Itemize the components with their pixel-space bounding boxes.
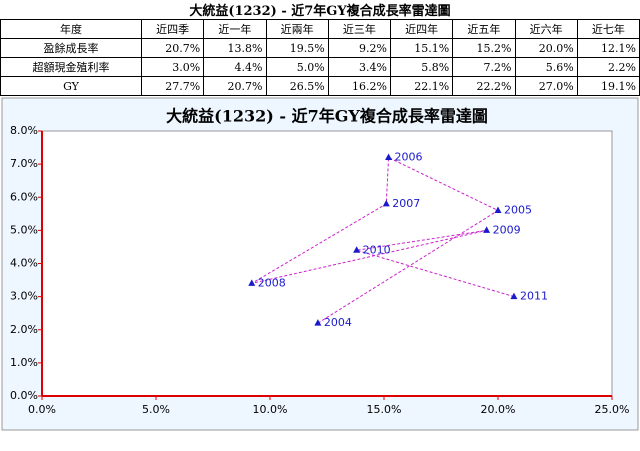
table-row: 盈餘成長率 20.7% 13.8% 19.5% 9.2% 15.1% 15.2% 20.0% 1… (0, 38, 640, 58)
table-row: GY 27.7% 20.7% 26.5% 16.2% 22.1% 22.2% 27.0% 19.… (0, 76, 640, 96)
x-tick-label: 15.0% (367, 403, 402, 416)
point (385, 153, 393, 160)
table-cell: 16.2% (327, 76, 392, 96)
x-tick-label: 10.0% (253, 403, 288, 416)
y-tick-label: 4.0% (10, 257, 38, 270)
point-label: 2011 (520, 290, 548, 303)
table-cell: 3.4% (327, 57, 392, 77)
table-cell: 近六年 (514, 19, 578, 39)
y-tick-label: 2.0% (10, 323, 38, 336)
x-tick-label: 25.0% (595, 403, 630, 416)
table-cell: 22.2% (452, 76, 516, 96)
table-cell: 3.0% (140, 57, 205, 77)
x-tick-label: 5.0% (142, 403, 170, 416)
table-cell: 19.1% (576, 76, 640, 96)
y-tick-label: 6.0% (10, 190, 38, 203)
point (314, 319, 322, 326)
point-label: 2004 (324, 316, 352, 329)
y-tick-label: 5.0% (10, 223, 38, 236)
table-cell: 15.1% (389, 38, 454, 58)
table-row: 大統益(1232) - 近7年GY複合成長率雷達圖 (1, 0, 640, 20)
point-label: 2010 (363, 243, 391, 256)
point-label: 2009 (493, 223, 521, 236)
point (248, 279, 256, 286)
point (510, 292, 518, 300)
plot-area (41, 130, 613, 397)
table-cell: 近四季 (140, 19, 205, 39)
point (494, 206, 502, 213)
point (483, 226, 491, 233)
x-tick-label: 0.0% (28, 403, 56, 416)
y-tick-label: 8.0% (10, 124, 38, 137)
point (353, 246, 361, 253)
point-label: 2006 (395, 151, 423, 164)
y-tick-label: 3.0% (10, 290, 38, 303)
y-tick-label: 0.0% (10, 389, 38, 402)
point-label: 2008 (258, 276, 286, 289)
table-cell: GY (0, 76, 142, 96)
table-cell: 近四年 (389, 19, 454, 39)
table-cell: 近七年 (576, 19, 640, 39)
x-tick-label: 20.0% (481, 403, 516, 416)
table-row: 年度 近四季 近一年 近兩年 近三年 近四年 近五年 近六年 近七年 (0, 19, 640, 39)
chart-title: 大統益(1232) - 近7年GY複合成長率雷達圖 (166, 107, 488, 126)
table-cell: 20.7% (203, 76, 267, 96)
point (382, 199, 390, 207)
table-cell: 2.2% (576, 57, 640, 77)
data-table: 大統益(1232) - 近7年GY複合成長率雷達圖 年度 近四季 近一年 近兩年 近三年近… (0, 0, 640, 96)
point-label: 2007 (392, 197, 420, 210)
table-cell: 大統益(1232) - 近7年GY複合成長率雷達圖 (189, 4, 451, 19)
y-tick-label: 7.0% (10, 157, 38, 170)
connector-line (251, 156, 515, 324)
y-tick-label: 1.0% (10, 356, 38, 369)
point-label: 2005 (504, 204, 532, 217)
